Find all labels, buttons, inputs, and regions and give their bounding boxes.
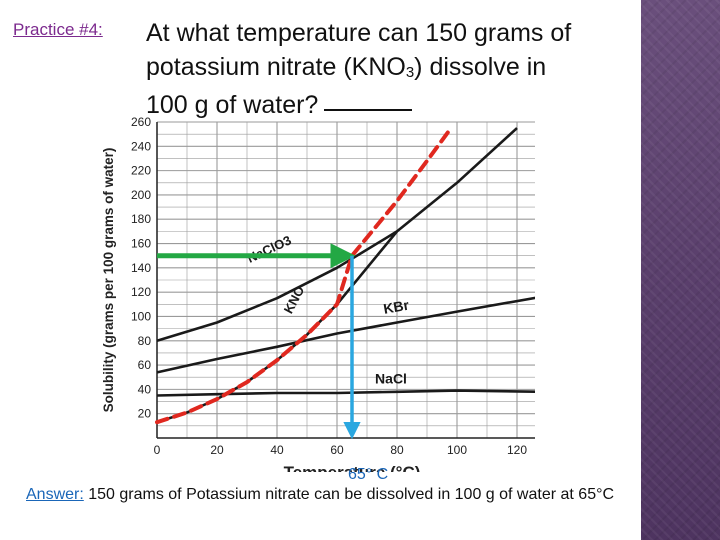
question-line-3-text: 100 g of water? [146,91,319,119]
y-tick-label: 200 [131,188,151,202]
answer-text: Answer: 150 grams of Potassium nitrate c… [26,485,636,505]
series-label-naclo3-line: NaClO3 [245,232,294,265]
x-tick-label: 100 [447,443,467,457]
x-tick-label: 80 [390,443,404,457]
y-tick-label: 160 [131,237,151,251]
nacl-line [156,389,535,397]
y-tick-label: 40 [138,382,152,396]
x-tick-label: 0 [154,443,161,457]
chart-overlay [155,126,453,440]
y-axis-label: Solubility (grams per 100 grams of water… [101,148,116,413]
answer-label: Answer: [26,486,84,503]
answer-temperature: 65° C [348,466,389,483]
solubility-chart: 0 20 40 60 80 100 120 20 40 60 80 100 120 140 160 180 20… [101,115,535,472]
series-label-kbr-line: KBr [382,296,411,316]
x-tick-label: 120 [507,443,527,457]
y-tick-label: 220 [131,164,151,178]
y-tick-label: 100 [131,309,151,323]
x-tick-label: 60 [330,443,344,457]
kbr-line [156,296,535,374]
x-axis-label: Temperature (°C) [284,463,421,472]
chart-series [156,127,535,424]
question-line-2: potassium nitrate (KNO3) dissolve in [146,50,636,88]
answer-blank [324,109,413,111]
series-label-kno3-line: KNO [281,283,308,316]
kno3-dashed-overlay [155,126,453,425]
question-line-3: 100 g of water? [146,88,636,122]
y-tick-label: 260 [131,115,151,129]
question-subscript: 3 [405,64,415,81]
y-tick-label: 60 [138,358,152,372]
y-tick-label: 140 [131,261,151,275]
series-label-nacl-line: NaCl [375,370,407,386]
decorative-side-bar [641,0,720,540]
x-tick-label: 20 [210,443,224,457]
question-line-2-post: ) dissolve in [414,53,547,81]
question-line-1: At what temperature can 150 grams of [146,19,572,47]
question-text: At what temperature can 150 grams of pot… [146,16,636,122]
y-tick-label: 120 [131,285,151,299]
x-tick-label: 40 [270,443,284,457]
answer-body: 150 grams of Potassium nitrate can be di… [83,486,615,503]
y-tick-label: 180 [131,212,151,226]
y-tick-label: 80 [138,334,152,348]
y-tick-label: 240 [131,139,151,153]
question-line-2-pre: potassium nitrate (KNO [146,53,406,81]
y-tick-label: 20 [138,407,152,421]
practice-label: Practice #4: [13,20,103,39]
